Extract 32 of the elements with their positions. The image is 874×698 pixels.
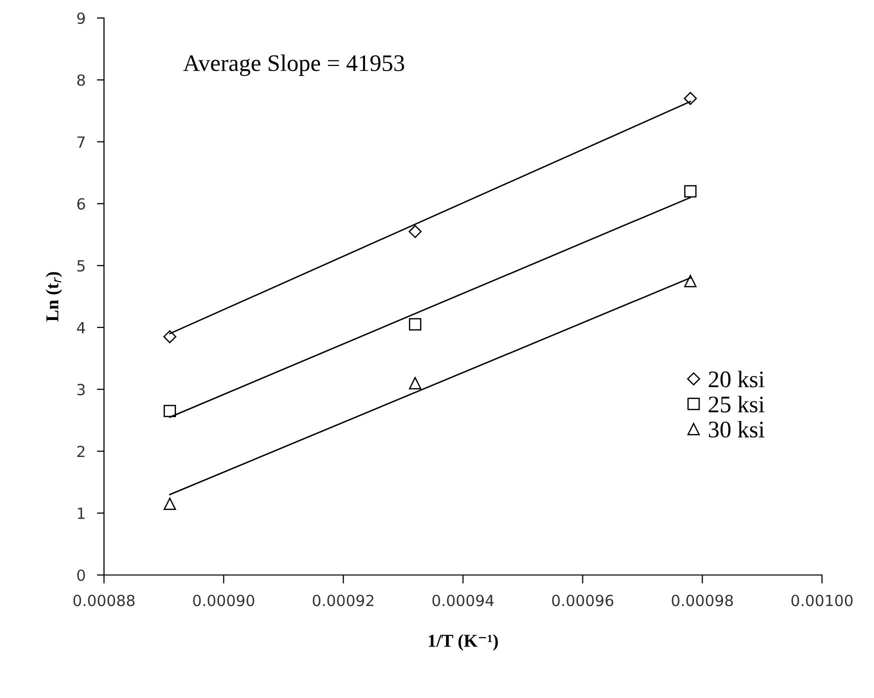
- point: [408, 225, 422, 238]
- legend-label: 25 ksi: [708, 396, 764, 412]
- y-tick-label: 2: [77, 446, 84, 458]
- point: [408, 318, 422, 331]
- y-tick-label: 6: [77, 198, 85, 210]
- x-tick-label: 0.00092: [312, 594, 374, 606]
- x-tick-label: 0.00098: [672, 594, 733, 606]
- legend-label: 20 ksi: [708, 370, 764, 388]
- point: [163, 330, 176, 344]
- x-tick-label: 0.00094: [432, 594, 494, 606]
- annotation: Average Slope = 41953: [183, 54, 404, 76]
- point: [684, 92, 697, 105]
- x-tick-label: 0.00096: [552, 594, 614, 606]
- x-tick-label: 0.00090: [193, 594, 254, 606]
- y-axis-title: Ln (t$_{r}$): [46, 272, 62, 322]
- y-tick-label: 4: [76, 322, 86, 334]
- y-tick-label: 5: [77, 260, 85, 272]
- point: [684, 274, 697, 288]
- y-tick-label: 0: [77, 569, 85, 582]
- x-tick-label: 0.00088: [73, 594, 135, 606]
- y-tick-label: 8: [77, 74, 85, 86]
- point: [164, 498, 176, 510]
- point: [684, 185, 697, 198]
- legend-label: 30 ksi: [708, 420, 764, 438]
- x-axis-title: 1/T (K⁻¹): [428, 634, 498, 651]
- y-tick-label: 9: [77, 12, 85, 24]
- point: [408, 376, 422, 390]
- point: [164, 404, 176, 418]
- y-tick-label: 3: [77, 384, 85, 396]
- x-tick-label: 0.00100: [791, 594, 853, 606]
- y-tick-label: 7: [77, 136, 85, 148]
- y-tick-label: 1: [78, 508, 85, 519]
